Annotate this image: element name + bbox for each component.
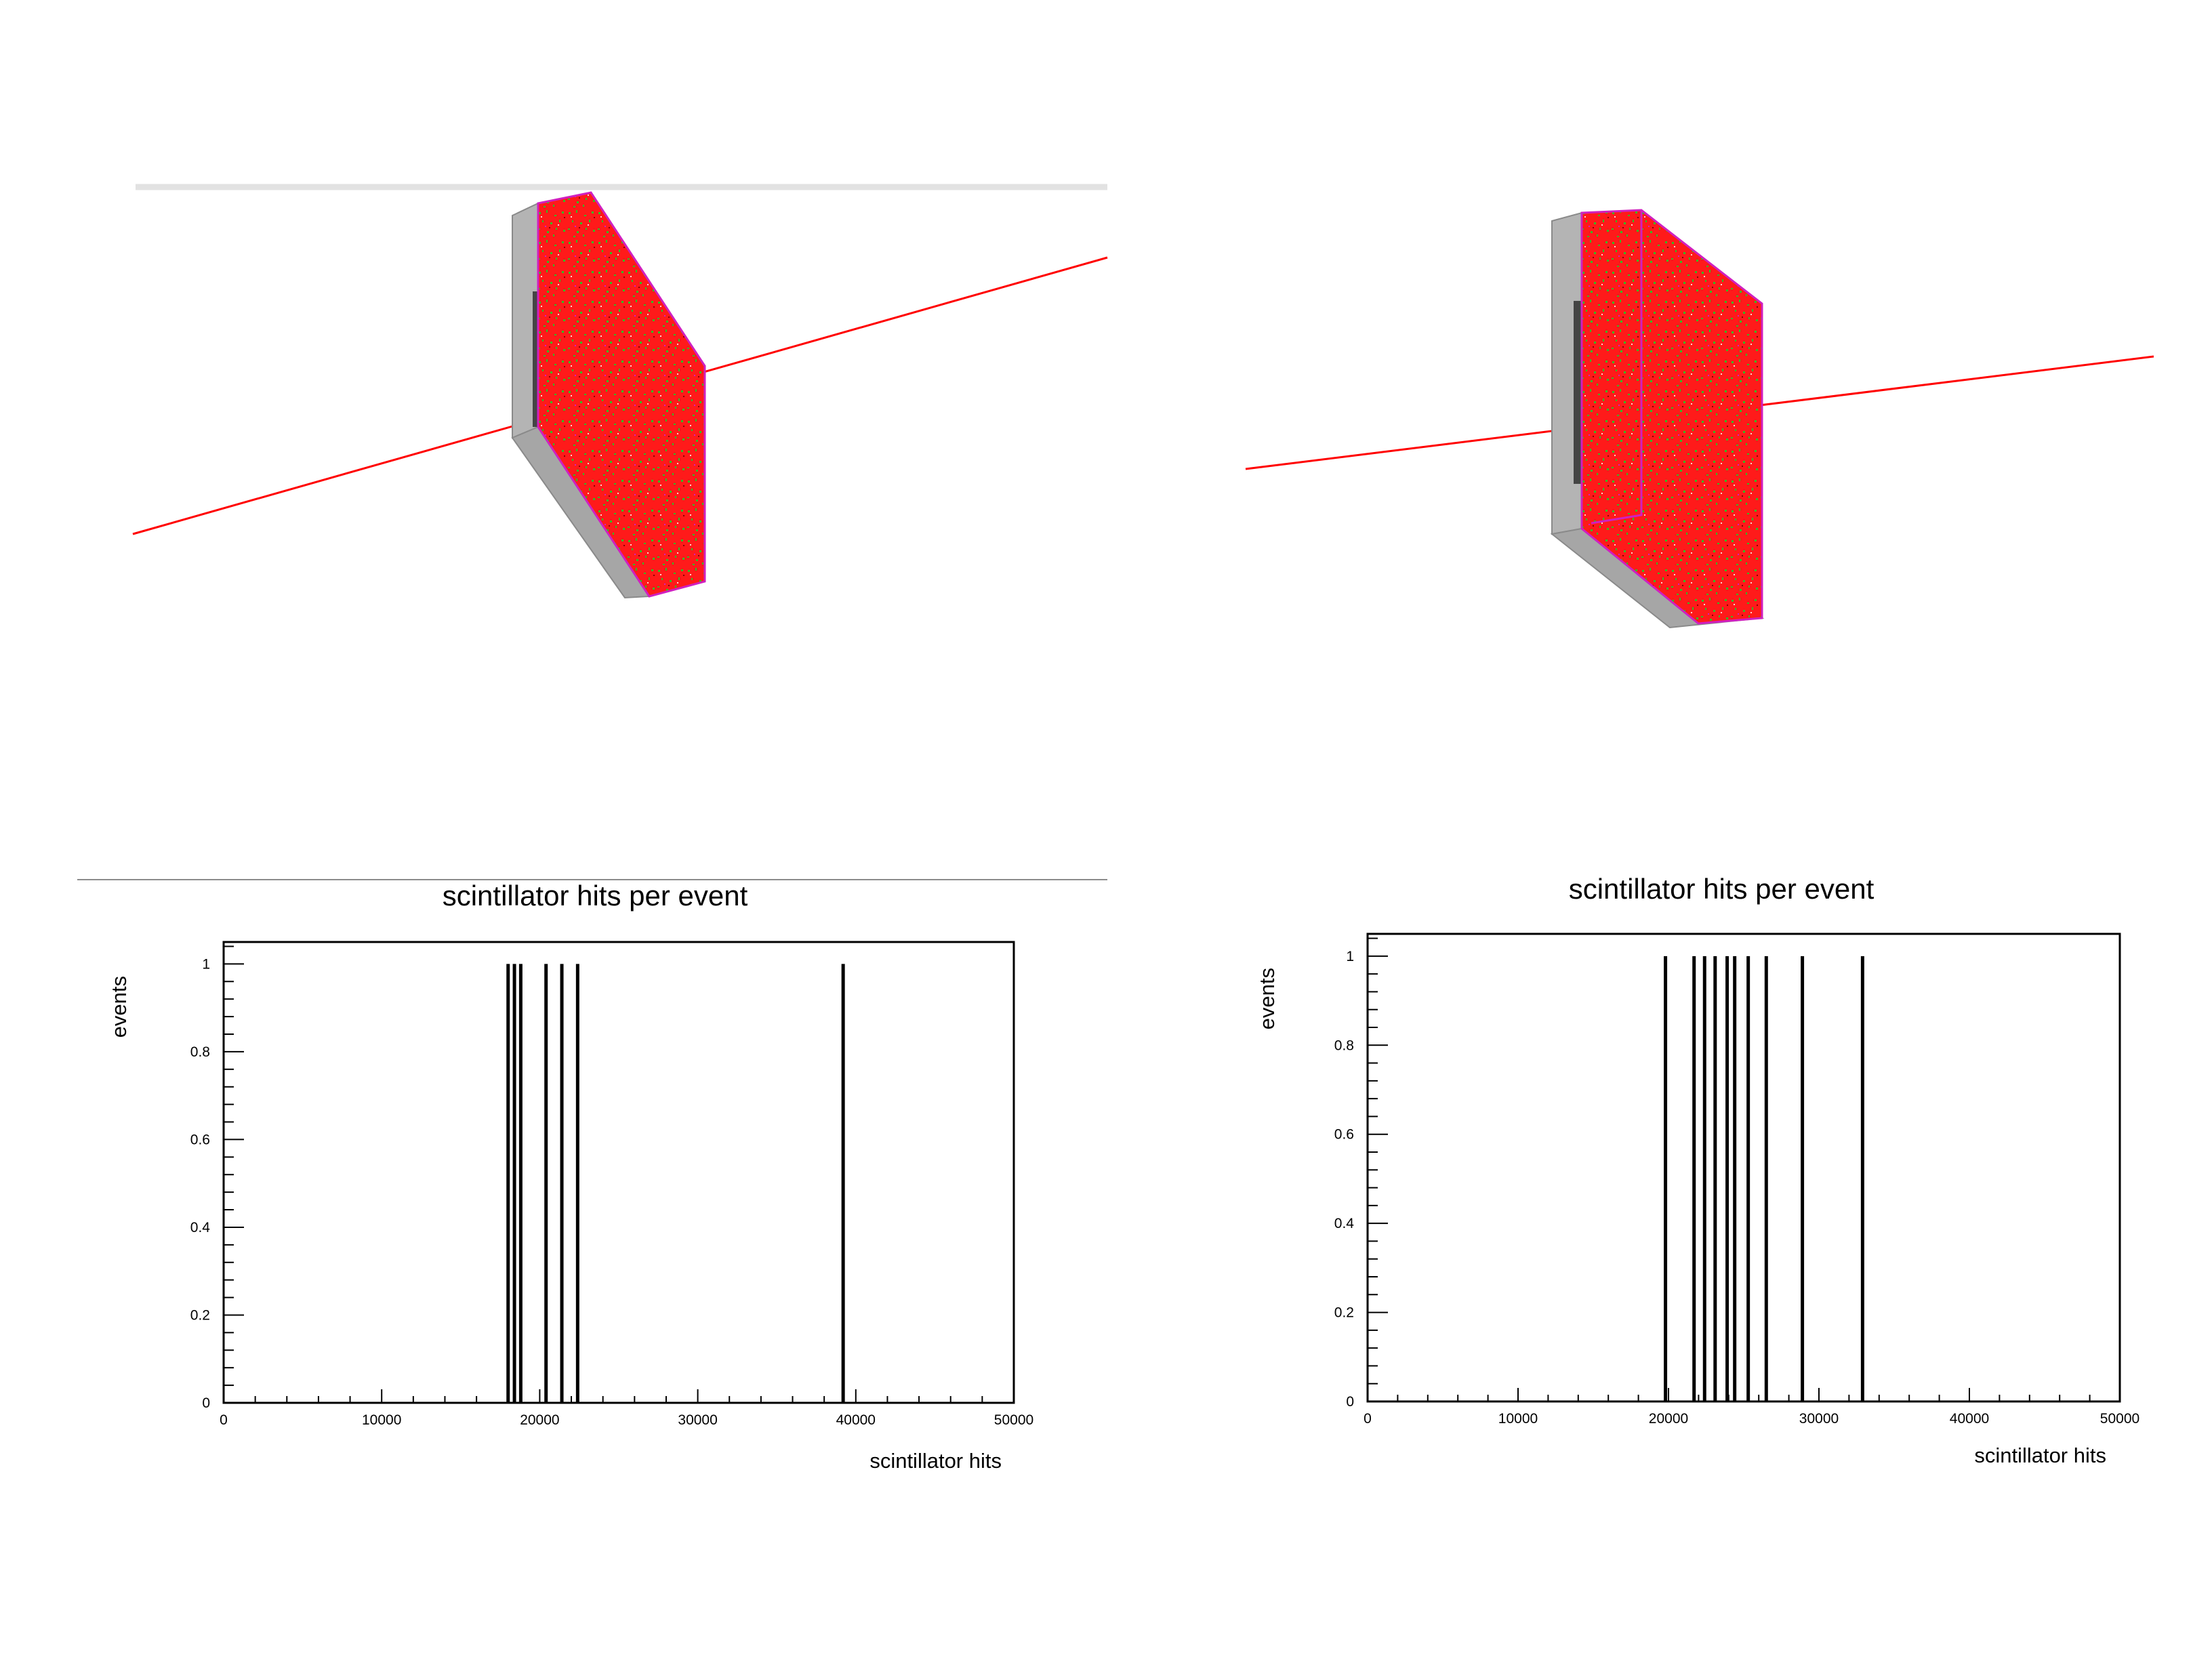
- y-axis-label: events: [1255, 968, 1279, 1029]
- plot-frame: [222, 941, 1015, 1404]
- detector-inner-outline: [1591, 210, 1643, 525]
- x-tick-label: 30000: [678, 1412, 717, 1428]
- detector-inner-edge: [1574, 301, 1582, 484]
- x-tick-label: 50000: [994, 1412, 1033, 1428]
- x-tick-label: 40000: [1950, 1411, 1989, 1427]
- y-tick-label: 0.8: [190, 1044, 210, 1060]
- y-tick-label: 0.4: [190, 1220, 211, 1235]
- y-tick-label: 0.4: [1334, 1216, 1355, 1231]
- event-display-left: [132, 184, 1108, 599]
- y-tick-label: 0.6: [1334, 1127, 1354, 1143]
- y-tick-label: 0.2: [1334, 1305, 1354, 1321]
- x-tick-label: 50000: [2100, 1411, 2139, 1427]
- scintillator-hits-face: [537, 191, 706, 598]
- y-axis-label: events: [107, 976, 131, 1038]
- chart-title: scintillator hits per event: [1569, 873, 1875, 905]
- y-tick-label: 0: [202, 1395, 210, 1411]
- x-tick-label: 0: [1364, 1411, 1372, 1427]
- x-tick-label: 0: [220, 1412, 228, 1428]
- y-tick-label: 0: [1346, 1394, 1354, 1410]
- chart-title: scintillator hits per event: [443, 880, 748, 912]
- x-tick-label: 20000: [1649, 1411, 1688, 1427]
- y-tick-label: 0.2: [190, 1307, 210, 1323]
- x-tick-label: 30000: [1799, 1411, 1839, 1427]
- x-tick-label: 10000: [362, 1412, 401, 1428]
- y-tick-label: 1: [202, 956, 210, 972]
- x-axis-label: scintillator hits: [1974, 1443, 2106, 1467]
- x-tick-label: 10000: [1498, 1411, 1538, 1427]
- y-tick-label: 0.8: [1334, 1038, 1354, 1053]
- histogram-left: scintillator hits per event 0 10000 20000 30…: [107, 880, 1033, 1473]
- histogram-right: scintillator hits per event 0 10000 20000 30…: [1255, 873, 2139, 1467]
- detector-inner-edge: [533, 291, 538, 427]
- x-tick-label: 20000: [520, 1412, 559, 1428]
- y-tick-label: 0.6: [190, 1132, 210, 1147]
- event-display-right: [1245, 209, 2154, 629]
- x-axis-label: scintillator hits: [869, 1449, 1002, 1473]
- plot-frame: [1366, 933, 2121, 1403]
- y-tick-label: 1: [1346, 949, 1354, 964]
- x-tick-label: 40000: [836, 1412, 876, 1428]
